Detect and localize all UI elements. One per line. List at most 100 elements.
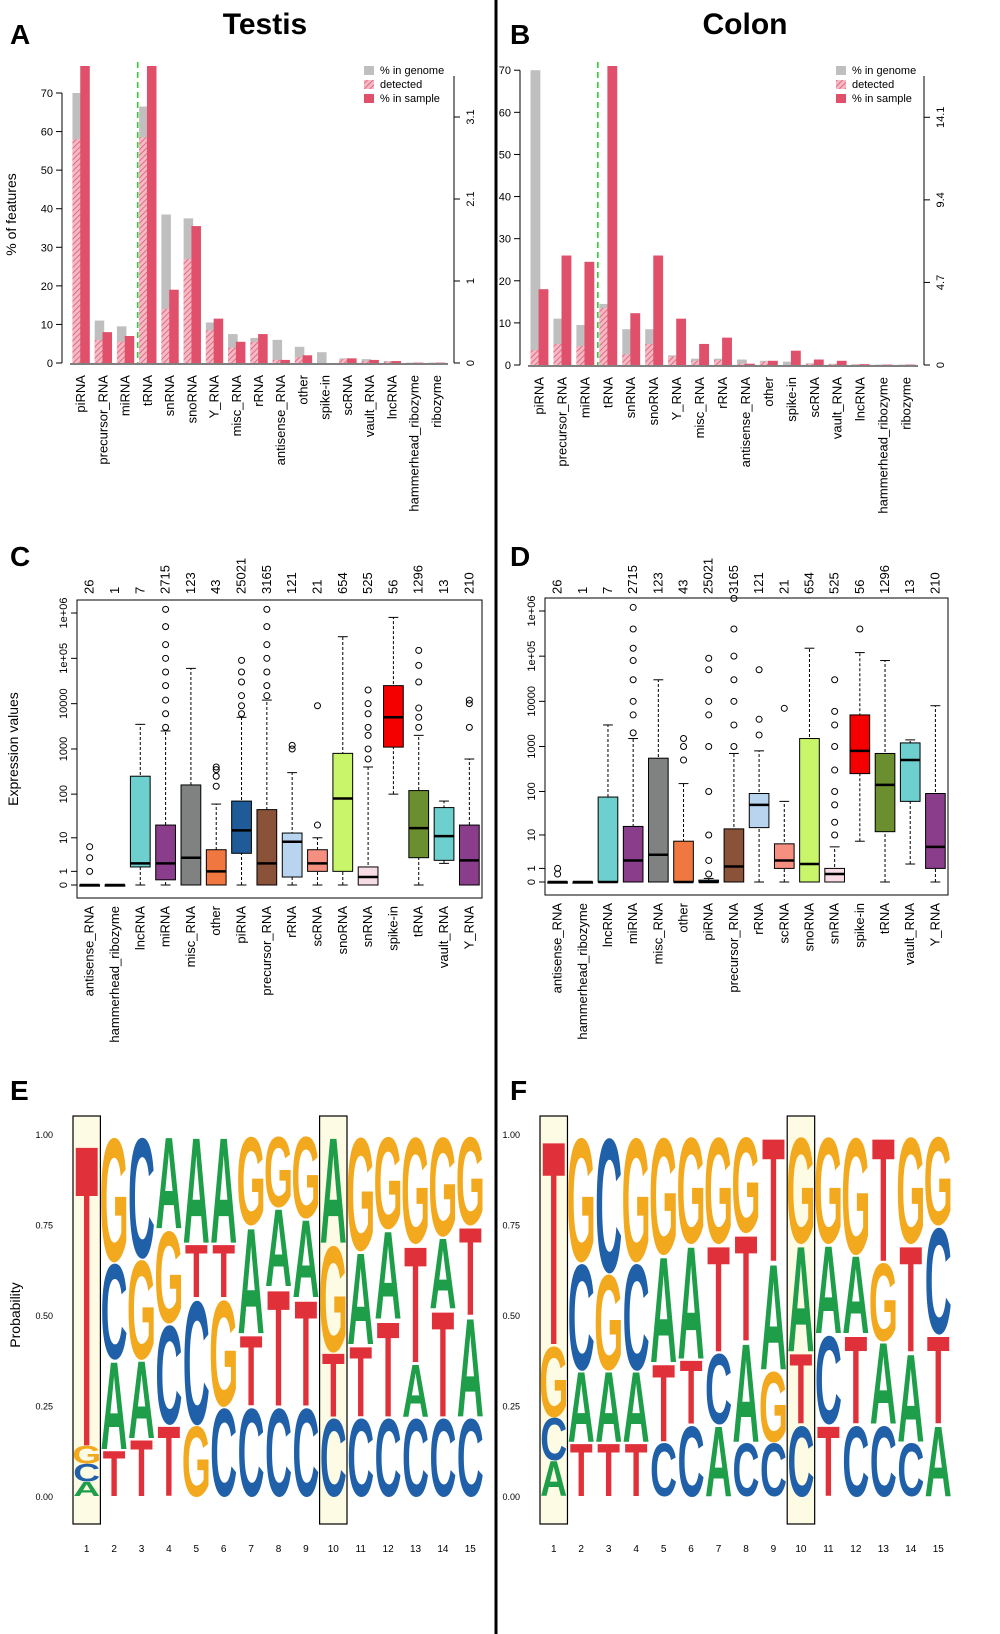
x-tick-label: antisense_RNA xyxy=(550,903,565,994)
logo-letter-A: A xyxy=(815,1219,842,1360)
panel-letter-B: B xyxy=(510,19,530,50)
logo-letter-G: G xyxy=(924,1111,953,1252)
outlier xyxy=(629,729,637,737)
outlier xyxy=(629,625,637,633)
outlier xyxy=(364,686,372,694)
y-tick-label: 0 xyxy=(47,358,53,370)
position-label: 9 xyxy=(303,1544,309,1555)
y-tick-label: 50 xyxy=(499,149,511,161)
right-tick-label: 3.1 xyxy=(465,109,477,124)
header-testis: Testis xyxy=(223,8,307,41)
count-label: 43 xyxy=(676,580,691,594)
position-label: 14 xyxy=(905,1544,917,1555)
logo-letter-G: G xyxy=(401,1108,430,1276)
outlier xyxy=(288,741,296,749)
bar-genome xyxy=(317,352,327,363)
logo-letter-G: G xyxy=(869,1241,898,1364)
logo-letter-A: A xyxy=(238,1199,265,1367)
y-tick-label: 70 xyxy=(499,65,511,77)
logo-letter-C: C xyxy=(402,1397,429,1520)
x-tick-label: snRNA xyxy=(360,906,375,948)
outlier xyxy=(86,867,94,875)
bar-sample xyxy=(102,332,113,363)
outlier xyxy=(263,692,271,700)
bar-genome xyxy=(553,318,564,365)
y-tick-label: 1e+06 xyxy=(58,598,70,629)
position-label: 9 xyxy=(771,1544,777,1555)
outlier xyxy=(705,666,713,674)
logo-letter-A: A xyxy=(292,1198,319,1321)
position-label: 15 xyxy=(465,1544,477,1555)
position-label: 7 xyxy=(248,1544,254,1555)
y-axis-title: Expression values xyxy=(5,692,21,806)
count-label: 21 xyxy=(776,580,791,594)
logo-letter-T: T xyxy=(817,1406,840,1519)
bar-sample xyxy=(813,359,824,365)
bar-genome xyxy=(782,361,793,365)
outlier xyxy=(629,676,637,684)
logo-letter-G: G xyxy=(677,1108,706,1275)
outlier xyxy=(629,657,637,665)
logo-letter-C: C xyxy=(265,1382,292,1523)
logo-letter-G: G xyxy=(704,1108,733,1275)
position-label: 10 xyxy=(328,1544,340,1555)
x-tick-label: spike-in xyxy=(318,375,333,420)
logo-letter-A: A xyxy=(568,1352,595,1465)
logo-letter-T: T xyxy=(570,1428,593,1513)
logo-letter-G: G xyxy=(100,1102,129,1298)
logo-letter-G: G xyxy=(154,1205,183,1351)
outlier xyxy=(831,831,839,839)
outlier xyxy=(364,710,372,718)
bar-detected xyxy=(72,139,82,363)
box xyxy=(748,793,770,829)
bar-sample xyxy=(169,289,179,363)
logo-letter-G: G xyxy=(896,1108,925,1275)
outlier xyxy=(263,668,271,676)
position-label: 2 xyxy=(578,1544,584,1555)
outlier xyxy=(730,721,738,729)
outlier xyxy=(263,682,271,690)
outlier xyxy=(263,654,271,662)
x-tick-label: hammerhead_ribozyme xyxy=(407,375,422,512)
logo-letter-A: A xyxy=(678,1212,705,1392)
logo-letter-C: C xyxy=(650,1428,677,1513)
y-tick-label: 60 xyxy=(499,107,511,119)
x-tick-label: snoRNA xyxy=(646,377,661,426)
x-tick-label: other xyxy=(676,902,691,932)
logo-letter-G: G xyxy=(72,1440,101,1469)
outlier xyxy=(831,676,839,684)
legend-swatch xyxy=(364,94,374,103)
logo-letter-T: T xyxy=(707,1217,730,1384)
bar-sample xyxy=(653,255,664,365)
y-tick-label: 10000 xyxy=(526,686,538,717)
box xyxy=(597,796,619,883)
x-tick-label: hammerhead_ribozyme xyxy=(575,903,590,1040)
x-tick-label: precursor_RNA xyxy=(554,377,569,467)
y-tick-label: 40 xyxy=(41,204,53,216)
box xyxy=(433,807,455,861)
logo-letter-A: A xyxy=(429,1218,456,1331)
count-label: 525 xyxy=(827,572,842,594)
outlier xyxy=(162,605,170,613)
logo-letter-A: A xyxy=(457,1289,484,1446)
outlier xyxy=(755,731,763,739)
legend-swatch xyxy=(364,80,374,89)
bar-sample xyxy=(80,66,90,363)
x-tick-label: misc_RNA xyxy=(692,377,707,439)
x-tick-label: spike-in xyxy=(784,377,799,422)
position-label: 11 xyxy=(823,1544,834,1555)
logo-letter-A: A xyxy=(705,1406,732,1519)
count-label: 26 xyxy=(550,580,565,594)
logo-letter-C: C xyxy=(787,1406,814,1519)
x-tick-label: rRNA xyxy=(715,377,730,409)
x-tick-label: vault_RNA xyxy=(436,906,451,968)
outlier xyxy=(364,723,372,731)
logo-letter-T: T xyxy=(899,1217,922,1384)
box xyxy=(849,714,871,775)
count-label: 13 xyxy=(436,580,451,594)
count-label: 2715 xyxy=(625,565,640,594)
logo-letter-A: A xyxy=(733,1315,760,1472)
count-label: 21 xyxy=(309,580,324,594)
legend-label: % in sample xyxy=(380,93,440,105)
logo-letter-T: T xyxy=(625,1428,648,1513)
